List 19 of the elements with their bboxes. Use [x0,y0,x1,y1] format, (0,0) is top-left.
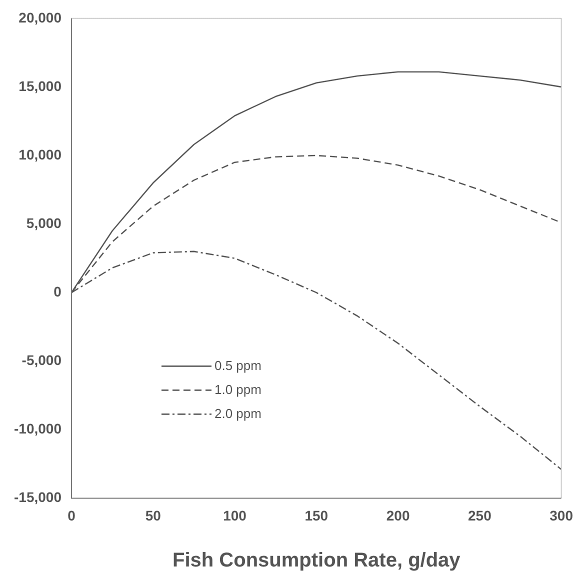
y-tick-label: 5,000 [26,214,62,231]
x-tick-label: 100 [223,507,247,524]
legend-label: 1.0 ppm [214,382,262,397]
x-tick-label: 50 [145,507,162,524]
y-tick-label: -5,000 [22,352,62,368]
x-tick-label: 0 [68,507,76,524]
x-tick-label: 250 [468,507,492,524]
x-axis-title: Fish Consumption Rate, g/day [172,550,462,572]
y-tick-label: 0 [54,283,62,300]
legend-label: 0.5 ppm [214,358,262,373]
x-tick-label: 150 [304,507,328,524]
y-tick-label: -10,000 [14,420,62,437]
y-tick-label: 20,000 [18,9,62,26]
y-tick-label: 15,000 [18,78,62,94]
y-tick-label: -15,000 [14,489,62,506]
legend-label: 2.0 ppm [214,406,262,421]
y-tick-label: 10,000 [18,146,62,162]
x-tick-label: 300 [550,507,574,524]
x-tick-label: 200 [386,507,410,524]
